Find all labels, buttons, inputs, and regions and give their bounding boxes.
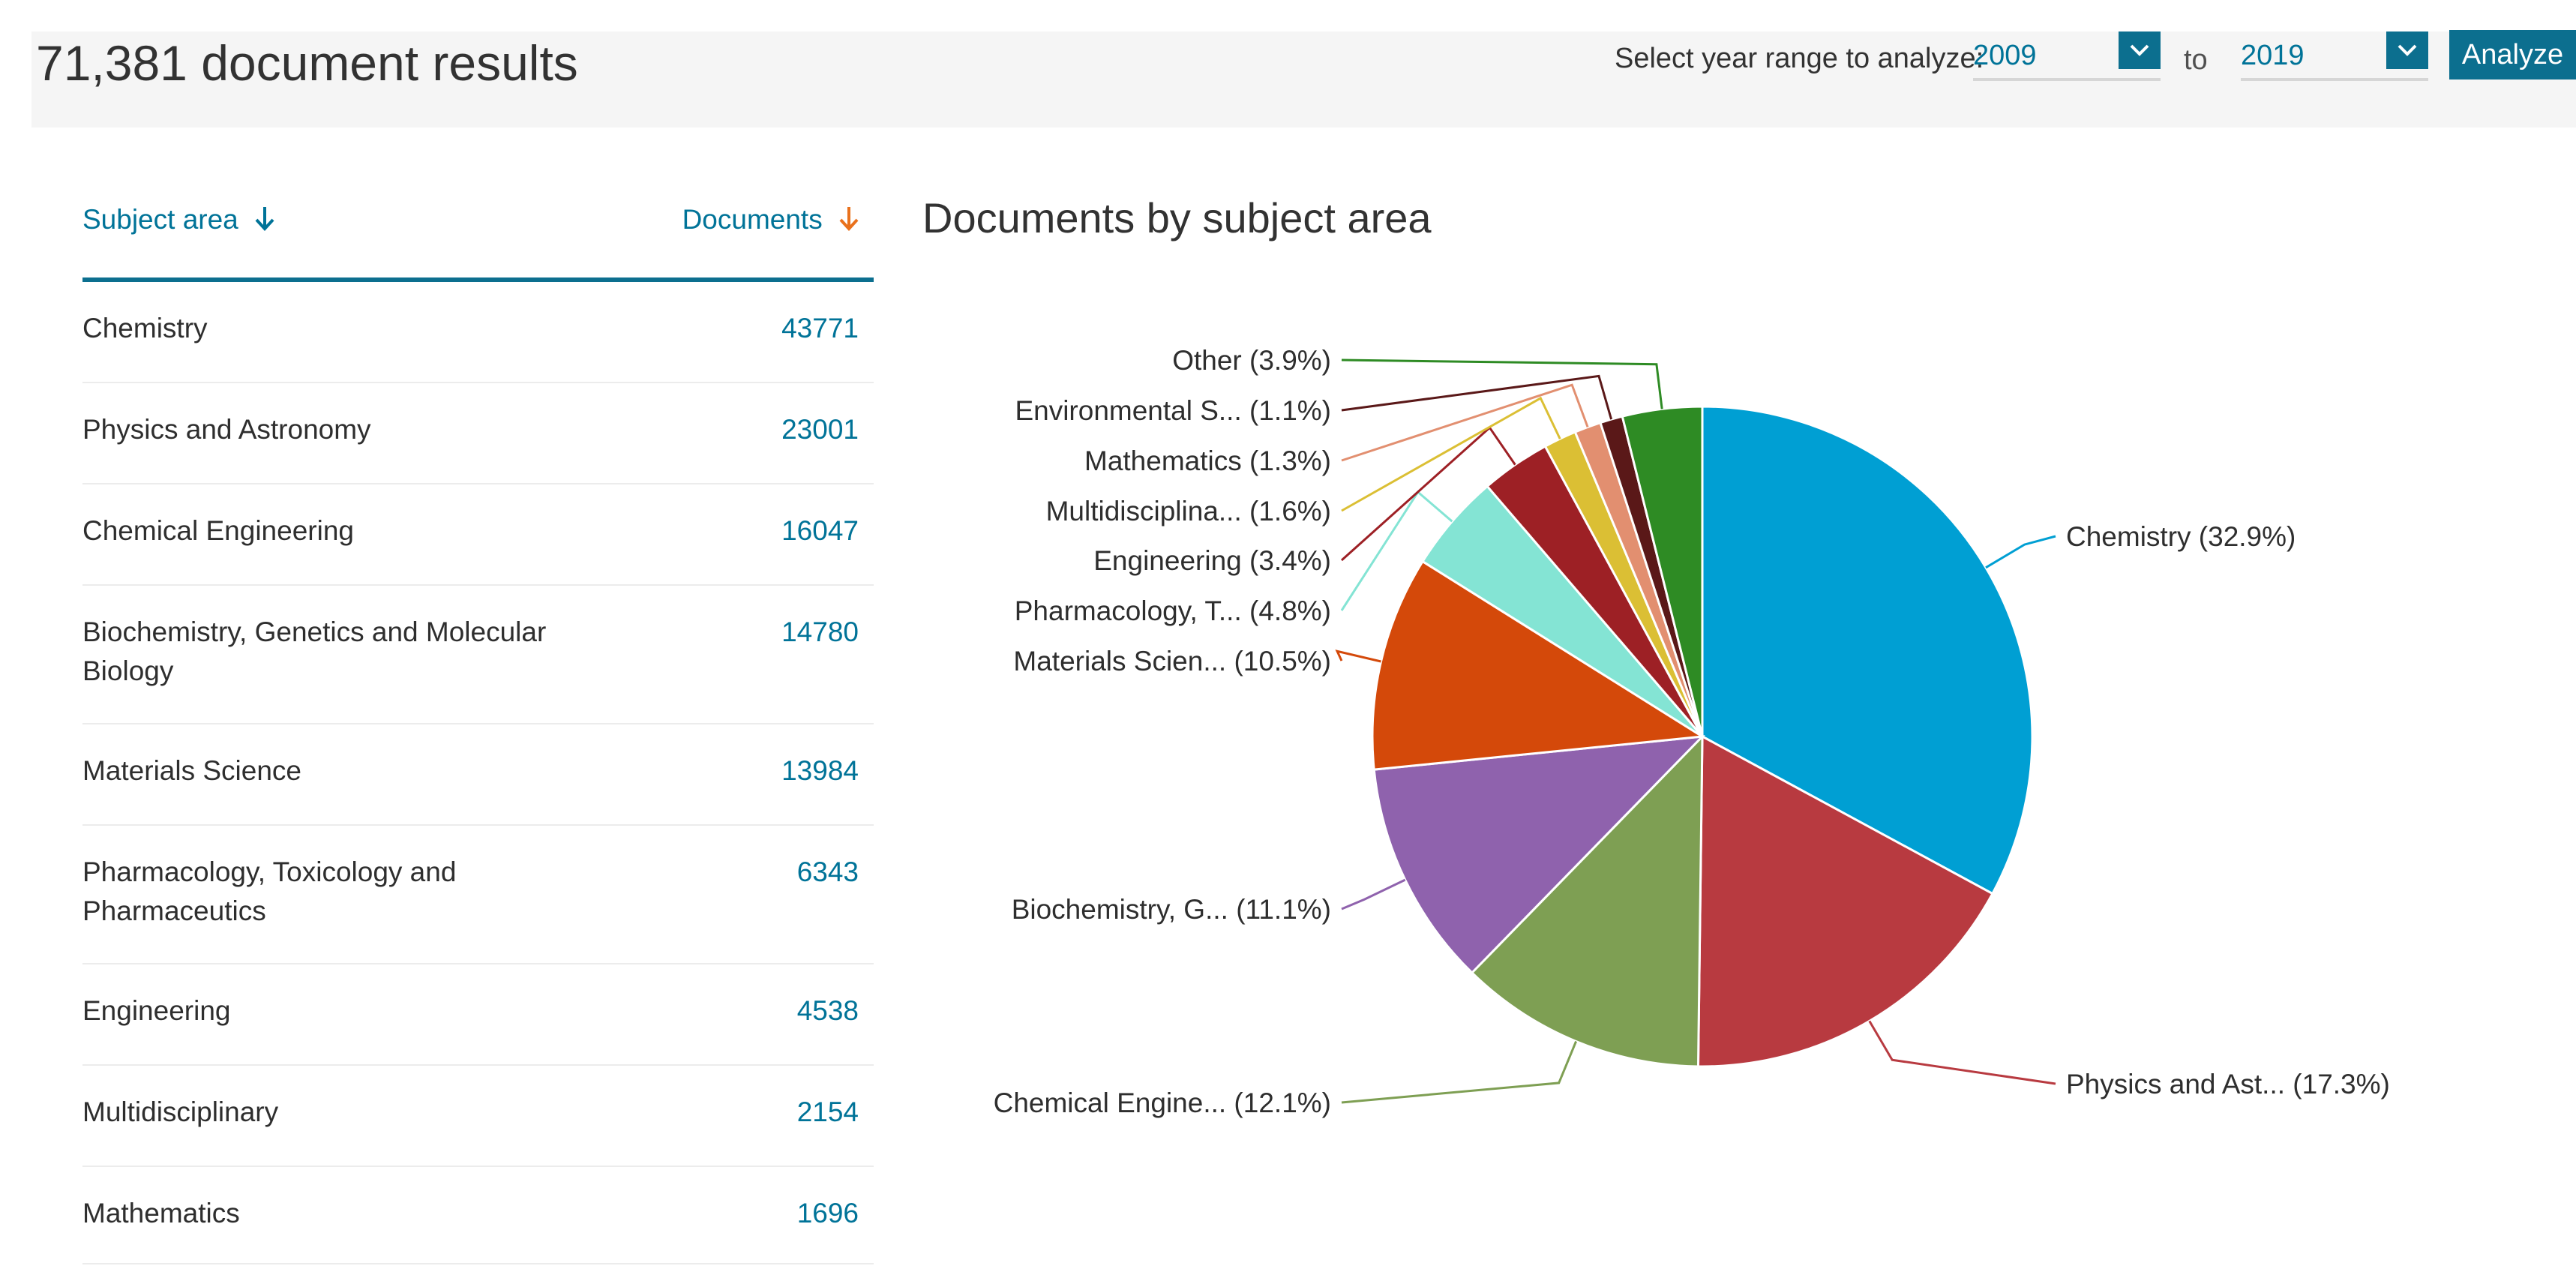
document-count-link[interactable]: 1696: [796, 1198, 859, 1228]
subject-name: Biochemistry, Genetics and Molecular Bio…: [82, 616, 547, 686]
slice-leader-line: [1341, 396, 1561, 512]
slice-leader-line: [1341, 1040, 1577, 1104]
slice-label: Environmental S... (1.1%): [1015, 395, 1331, 426]
slice-label: Other (3.9%): [1172, 345, 1331, 376]
analyze-button[interactable]: Analyze: [2449, 30, 2576, 80]
pie-chart: Chemistry (32.9%) Physics and Ast... (17.…: [994, 345, 2390, 1118]
subject-name: Chemical Engineering: [82, 515, 354, 546]
chevron-down-icon[interactable]: [2386, 32, 2428, 69]
slice-leader-line: [1341, 374, 1613, 420]
subject-name: Materials Science: [82, 755, 302, 786]
document-count-link[interactable]: 43771: [781, 313, 859, 344]
year-from-select[interactable]: 2009: [1973, 32, 2161, 81]
document-count-link[interactable]: 14780: [781, 616, 859, 647]
slice-leader-line: [1985, 535, 2056, 569]
table-row: Mathematics 1696: [82, 1167, 874, 1264]
table-row: Engineering 4538: [82, 964, 874, 1066]
table-row: Pharmacology, Toxicology and Pharmaceuti…: [82, 826, 874, 964]
slice-label: Physics and Ast... (17.3%): [2066, 1069, 2390, 1100]
slice-label: Materials Scien... (10.5%): [1013, 646, 1331, 676]
subject-name: Physics and Astronomy: [82, 414, 371, 445]
subject-name: Chemistry: [82, 313, 208, 344]
documents-header-label: Documents: [682, 204, 823, 235]
document-count-link[interactable]: 2154: [796, 1096, 859, 1127]
slice-leader-line: [1868, 1020, 2056, 1085]
slice-label: Biochemistry, G... (11.1%): [1012, 894, 1331, 925]
subject-name: Multidisciplinary: [82, 1096, 279, 1127]
slice-label: Engineering (3.4%): [1093, 545, 1331, 576]
table-row: Materials Science 13984: [82, 724, 874, 826]
year-to-select[interactable]: 2019: [2241, 32, 2428, 81]
document-count-link[interactable]: 23001: [781, 414, 859, 445]
pie-slice[interactable]: [1621, 405, 1704, 737]
slice-leader-line: [1341, 358, 1663, 410]
subject-area-header-label: Subject area: [82, 204, 238, 235]
results-header-bar: 71,381 document results Select year rang…: [31, 30, 2576, 128]
year-range-label: Select year range to analyze:: [1615, 43, 1984, 74]
slice-leader-line: [1341, 383, 1589, 462]
table-row: Biochemistry, Genetics and Molecular Bio…: [82, 586, 874, 724]
slice-leader-line: [1335, 650, 1381, 663]
pie-slice[interactable]: [1701, 405, 2034, 896]
table-row: Physics and Astronomy 23001: [82, 383, 874, 484]
subject-name: Mathematics: [82, 1198, 240, 1228]
subject-name: Engineering: [82, 995, 231, 1026]
pie-slice[interactable]: [1470, 734, 1704, 1068]
slice-label: Chemistry (32.9%): [2066, 521, 2296, 552]
slice-label: Pharmacology, T... (4.8%): [1015, 596, 1331, 626]
slice-label: Chemical Engine... (12.1%): [994, 1088, 1331, 1118]
slice-label: Mathematics (1.3%): [1084, 446, 1331, 476]
table-row: Multidisciplinary 2154: [82, 1066, 874, 1167]
subject-name: Pharmacology, Toxicology and Pharmaceuti…: [82, 856, 457, 926]
document-count-link[interactable]: 6343: [796, 856, 859, 887]
table-row: Chemistry 43771: [82, 282, 874, 383]
pie-slice[interactable]: [1371, 560, 1706, 771]
to-label: to: [2184, 44, 2208, 76]
arrow-down-icon: [253, 205, 276, 238]
subject-area-table: Subject area Documents Chemistry 43771 P…: [82, 172, 874, 1264]
results-count: 71,381 document results: [36, 35, 578, 91]
subject-area-sort-header[interactable]: Subject area: [82, 204, 276, 238]
document-count-link[interactable]: 13984: [781, 755, 859, 786]
year-to-value: 2019: [2241, 40, 2305, 71]
chart-title: Documents by subject area: [922, 194, 1432, 242]
document-count-link[interactable]: 16047: [781, 515, 859, 546]
chevron-down-icon[interactable]: [2119, 32, 2161, 69]
year-from-value: 2009: [1973, 40, 2037, 71]
slice-label: Multidisciplina... (1.6%): [1046, 496, 1331, 526]
documents-sort-header[interactable]: Documents: [682, 204, 860, 238]
table-row: Chemical Engineering 16047: [82, 484, 874, 586]
slice-leader-line: [1341, 878, 1406, 910]
document-count-link[interactable]: 4538: [796, 995, 859, 1026]
arrow-down-icon: [838, 205, 860, 238]
table-header: Subject area Documents: [82, 172, 874, 282]
